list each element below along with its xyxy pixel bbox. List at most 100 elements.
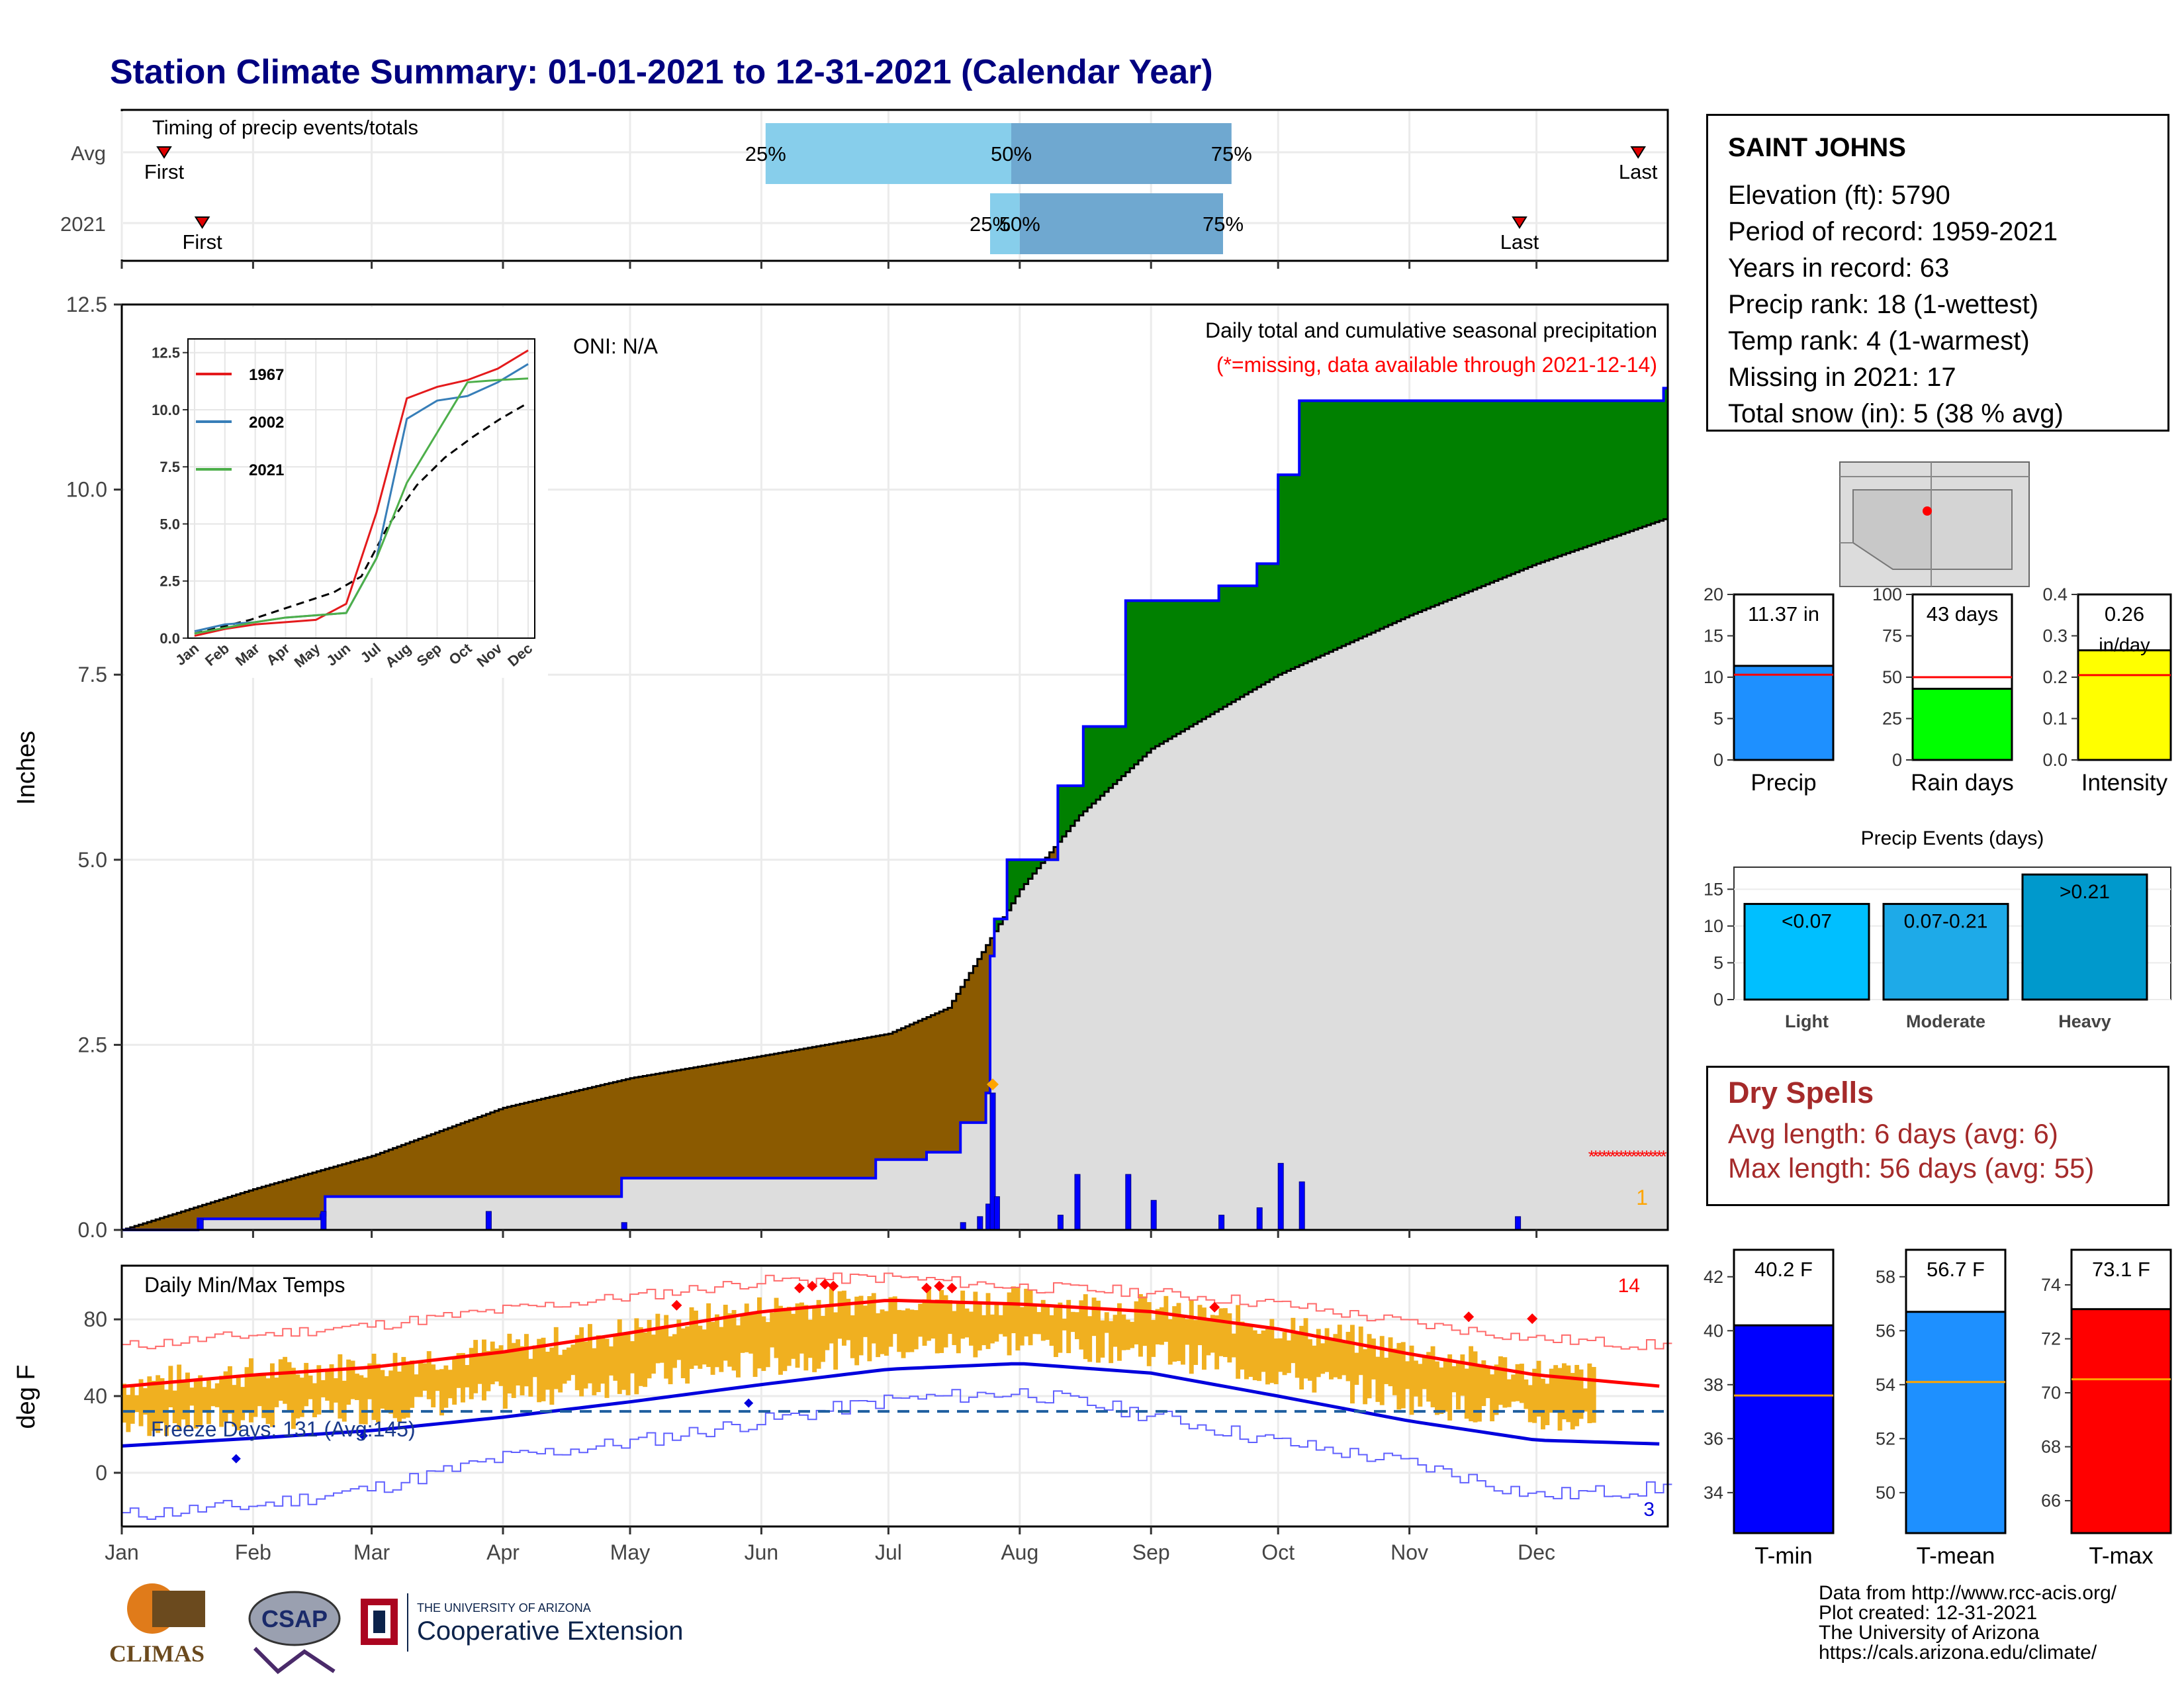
temp-daily-bar bbox=[723, 1305, 728, 1361]
temp-daily-bar bbox=[1439, 1367, 1444, 1414]
record-min-line bbox=[122, 1388, 1672, 1520]
temp-daily-bar bbox=[1324, 1328, 1330, 1372]
temp-daily-bar bbox=[244, 1367, 250, 1413]
events-bar-label: <0.07 bbox=[1782, 911, 1832, 933]
tmean-temp-gauge-tick-label: 58 bbox=[1876, 1267, 1895, 1287]
raindays-gauge-tick-label: 50 bbox=[1882, 667, 1902, 687]
temp-daily-bar bbox=[270, 1363, 275, 1427]
temp-daily-bar bbox=[469, 1348, 474, 1399]
temp-daily-bar bbox=[1464, 1368, 1469, 1419]
record-low-marker bbox=[744, 1398, 754, 1408]
timing-avg-first-marker bbox=[156, 146, 172, 159]
temp-daily-bar bbox=[308, 1375, 313, 1399]
inset-y-tick-label: 12.5 bbox=[152, 345, 180, 361]
temp-daily-bar bbox=[1109, 1321, 1114, 1364]
temp-daily-bar bbox=[1197, 1305, 1203, 1346]
raindays-gauge-bar bbox=[1911, 688, 2013, 761]
dry-spells-avg: Avg length: 6 days (avg: 6) bbox=[1728, 1118, 2058, 1149]
temp-daily-bar bbox=[574, 1335, 580, 1391]
temp-daily-bar bbox=[1236, 1305, 1241, 1379]
temp-daily-bar bbox=[553, 1327, 559, 1389]
temp-daily-bar bbox=[414, 1374, 419, 1397]
tmax-temp-gauge-bar bbox=[2070, 1308, 2172, 1534]
temp-daily-bar bbox=[1388, 1337, 1393, 1387]
precip-y-tick-label: 5.0 bbox=[78, 848, 107, 872]
temp-daily-bar bbox=[998, 1315, 1003, 1335]
temp-daily-bar bbox=[532, 1345, 537, 1378]
oni-label: ONI: N/A bbox=[573, 334, 659, 358]
temp-daily-bar bbox=[435, 1370, 440, 1391]
temp-daily-bar bbox=[1172, 1306, 1177, 1362]
temp-daily-bar bbox=[596, 1335, 601, 1392]
temp-daily-bar bbox=[1557, 1368, 1563, 1431]
temp-daily-bar bbox=[1308, 1339, 1312, 1381]
temp-daily-bar bbox=[698, 1325, 703, 1369]
page-title: Station Climate Summary: 01-01-2021 to 1… bbox=[110, 53, 1213, 91]
temp-daily-bar bbox=[1367, 1334, 1372, 1399]
missing-day-marker: * bbox=[1588, 1147, 1595, 1166]
temp-daily-bar bbox=[524, 1334, 529, 1387]
temp-daily-bar bbox=[156, 1375, 161, 1433]
inset-legend: 1967 2002 2021 bbox=[196, 366, 284, 479]
month-label: Sep bbox=[1132, 1540, 1170, 1564]
temp-daily-bar bbox=[1443, 1359, 1448, 1412]
temp-daily-bar bbox=[232, 1385, 237, 1427]
temp-daily-bar bbox=[706, 1303, 711, 1368]
daily-precip-bar bbox=[1256, 1207, 1263, 1231]
missing-count: 1 bbox=[1636, 1186, 1648, 1209]
temp-daily-bar bbox=[168, 1366, 173, 1407]
temp-daily-bar bbox=[265, 1378, 271, 1425]
temp-daily-bar bbox=[1384, 1357, 1389, 1384]
temp-daily-bar bbox=[1422, 1355, 1427, 1389]
temp-daily-bar bbox=[341, 1380, 347, 1422]
temp-daily-bar bbox=[130, 1384, 135, 1424]
temp-daily-bar bbox=[498, 1345, 504, 1386]
temp-daily-bar bbox=[570, 1344, 576, 1376]
missing-day-marker: * bbox=[1605, 1147, 1612, 1166]
temp-daily-bar bbox=[1252, 1330, 1257, 1381]
temp-daily-bar bbox=[1003, 1302, 1008, 1337]
temp-daily-bar bbox=[1490, 1374, 1495, 1422]
inset-frame bbox=[187, 338, 535, 639]
temp-daily-bar bbox=[715, 1314, 719, 1368]
temp-daily-bar bbox=[507, 1333, 512, 1394]
temp-daily-bar bbox=[1070, 1311, 1075, 1333]
temp-daily-bar bbox=[482, 1339, 486, 1401]
temp-daily-bar bbox=[1460, 1354, 1465, 1396]
max-record-count: 14 bbox=[1618, 1275, 1640, 1297]
month-label: Dec bbox=[1518, 1540, 1555, 1564]
temp-daily-bar bbox=[198, 1375, 203, 1426]
temp-daily-bar bbox=[1574, 1364, 1580, 1427]
climas-mountain-shape bbox=[152, 1591, 205, 1627]
tmax-temp-gauge-label: T-max bbox=[2089, 1543, 2154, 1569]
temp-daily-bar bbox=[278, 1359, 283, 1401]
temp-daily-bar bbox=[1358, 1326, 1363, 1376]
temp-daily-bar bbox=[1049, 1315, 1054, 1346]
temp-daily-bar bbox=[431, 1364, 436, 1408]
precip-gauge-tick-label: 5 bbox=[1713, 709, 1723, 729]
temp-daily-bar bbox=[1278, 1338, 1283, 1372]
temp-daily-bar bbox=[1218, 1308, 1224, 1356]
temp-daily-bar bbox=[1494, 1364, 1499, 1415]
temp-daily-bar bbox=[1363, 1349, 1368, 1405]
temp-daily-bar bbox=[214, 1383, 220, 1407]
temp-daily-bar bbox=[426, 1351, 432, 1399]
temp-daily-bar bbox=[803, 1305, 809, 1371]
month-label: Mar bbox=[353, 1540, 390, 1564]
tmin-temp-gauge-tick-label: 42 bbox=[1704, 1267, 1723, 1287]
timing-avg-q1-bar bbox=[765, 123, 1011, 184]
precip-gauge-tick-label: 15 bbox=[1704, 626, 1723, 646]
normal-min-line bbox=[121, 1362, 1660, 1448]
tmax-temp-gauge-value: 73.1 F bbox=[2092, 1258, 2150, 1281]
temp-daily-bar bbox=[757, 1297, 762, 1369]
temp-daily-bar bbox=[486, 1350, 491, 1391]
temp-daily-bar bbox=[740, 1315, 745, 1353]
temp-daily-bar bbox=[680, 1328, 686, 1378]
temp-daily-bar bbox=[1273, 1338, 1279, 1385]
missing-day-marker: * bbox=[1631, 1147, 1637, 1166]
temp-daily-bar bbox=[1481, 1360, 1486, 1407]
temp-daily-bar bbox=[405, 1363, 410, 1418]
temp-daily-bar bbox=[1477, 1364, 1482, 1422]
temp-daily-bar bbox=[867, 1295, 872, 1362]
